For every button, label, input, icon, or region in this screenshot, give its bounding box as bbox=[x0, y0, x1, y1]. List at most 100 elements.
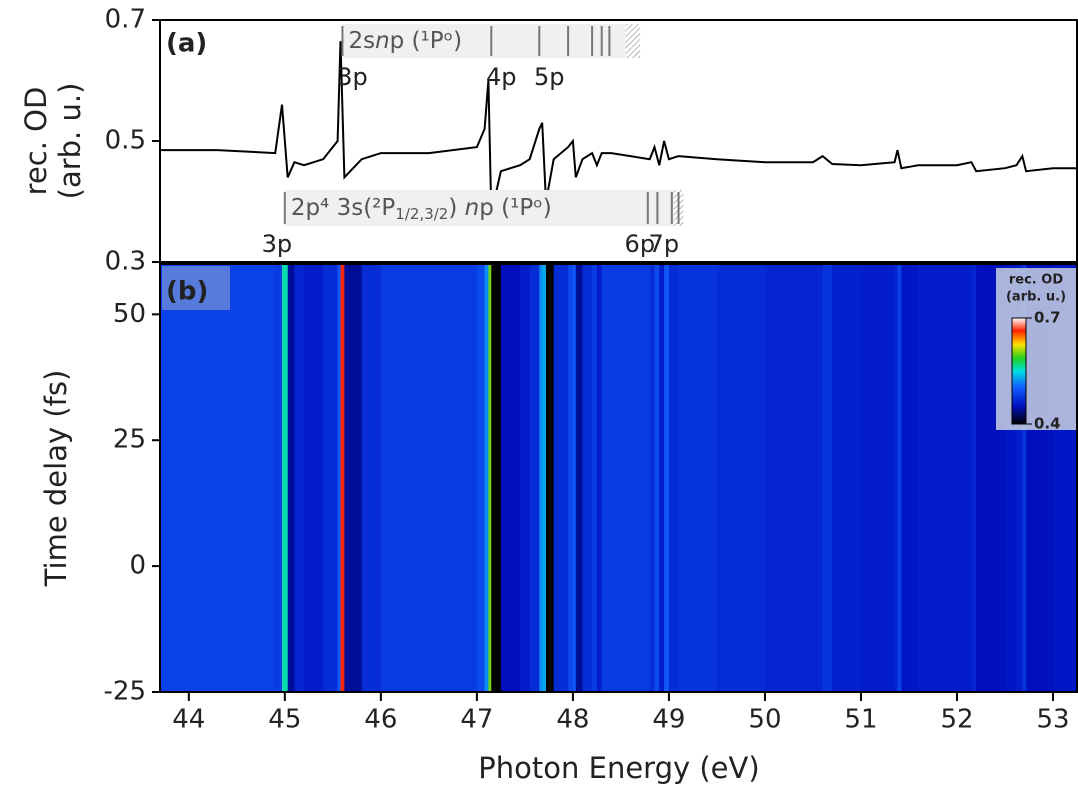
heatmap-cell bbox=[160, 264, 219, 692]
heatmap-cell bbox=[822, 264, 833, 692]
heatmap-cell bbox=[281, 264, 289, 692]
series-marker-label: 5p bbox=[534, 63, 565, 91]
heatmap-cell bbox=[668, 264, 679, 692]
heatmap-cell bbox=[500, 264, 521, 692]
heatmap-cell bbox=[1005, 264, 1017, 692]
x-tick-label: 45 bbox=[268, 705, 301, 735]
heatmap-cell bbox=[542, 264, 547, 692]
series-marker-label: 3p bbox=[262, 230, 293, 258]
series-label-part: p (¹Pᵒ) bbox=[479, 195, 551, 221]
x-tick-label: 46 bbox=[364, 705, 397, 735]
heatmap-cell bbox=[484, 264, 489, 692]
heatmap-cell bbox=[897, 264, 902, 692]
panel-label: (b) bbox=[166, 277, 208, 307]
heatmap-cell bbox=[294, 264, 305, 692]
y-axis-title: (arb. u.) bbox=[53, 83, 87, 200]
series-marker-label: 7p bbox=[649, 230, 680, 258]
colorbar-title: rec. OD bbox=[1009, 273, 1063, 288]
y-tick-label: 0.3 bbox=[105, 247, 146, 277]
colorbar-bg bbox=[996, 268, 1076, 430]
heatmap-cell bbox=[428, 264, 478, 692]
colorbar-tick-label: 0.7 bbox=[1034, 309, 1061, 327]
heatmap-cell bbox=[832, 264, 862, 692]
series-marker-label: 4p bbox=[486, 63, 517, 91]
series-label: 2p⁴ 3s(²P1/2,3/2​) np (¹Pᵒ) bbox=[291, 195, 552, 223]
spectrum-line bbox=[160, 41, 1077, 214]
y-axis-title: rec. OD bbox=[19, 87, 53, 196]
heatmap-cell bbox=[1022, 264, 1027, 692]
heatmap-cell bbox=[361, 264, 382, 692]
series-label-part: n bbox=[465, 195, 480, 221]
x-tick-label: 52 bbox=[940, 705, 973, 735]
heatmap-cell bbox=[764, 264, 814, 692]
heatmap-cell bbox=[575, 264, 583, 692]
heatmap-cell bbox=[678, 264, 718, 692]
heatmap-cell bbox=[529, 264, 540, 692]
y-tick-label: 0 bbox=[129, 551, 146, 581]
series-label-part: 2p⁴ 3s(²P bbox=[291, 195, 396, 221]
y-axis-title: Time delay (fs) bbox=[39, 370, 73, 588]
series-label-part: 2s bbox=[348, 28, 375, 54]
series-marker-label: 3p bbox=[337, 63, 368, 91]
panel-label: (a) bbox=[166, 29, 207, 59]
series-label-part: 1/2,3/2 bbox=[395, 205, 448, 223]
x-tick-label: 50 bbox=[748, 705, 781, 735]
y-tick-label: 0.5 bbox=[105, 126, 146, 156]
heatmap-cell bbox=[664, 264, 670, 692]
x-tick-label: 47 bbox=[460, 705, 493, 735]
heatmap-cell bbox=[546, 264, 555, 692]
y-tick-label: 0.7 bbox=[105, 5, 146, 35]
heatmap-cell bbox=[1016, 264, 1023, 692]
heatmap-cell bbox=[337, 264, 341, 692]
heatmap-cell bbox=[611, 264, 651, 692]
heatmap-cell bbox=[304, 264, 324, 692]
series-marker-label: 6p bbox=[625, 230, 656, 258]
heatmap-cell bbox=[601, 264, 612, 692]
x-tick-label: 48 bbox=[556, 705, 589, 735]
series-box bbox=[342, 24, 626, 58]
heatmap-cell bbox=[860, 264, 895, 692]
heatmap-cell bbox=[539, 264, 543, 692]
heatmap-cell bbox=[582, 264, 593, 692]
heatmap-cell bbox=[894, 264, 898, 692]
series-label: 2snp (¹Pᵒ) bbox=[348, 28, 462, 54]
colorbar bbox=[1011, 317, 1027, 425]
panel-label-bg bbox=[162, 266, 230, 310]
heatmap-cell bbox=[572, 264, 577, 692]
heatmap-cell bbox=[217, 264, 276, 692]
y-tick-label: 25 bbox=[113, 425, 146, 455]
series-label-part: ) bbox=[448, 195, 464, 221]
x-tick-label: 49 bbox=[652, 705, 685, 735]
heatmap-cell bbox=[287, 264, 295, 692]
x-tick-label: 53 bbox=[1036, 705, 1069, 735]
heatmap-cell bbox=[659, 264, 665, 692]
colorbar-tick-label: 0.4 bbox=[1034, 415, 1061, 433]
heatmap-cell bbox=[476, 264, 485, 692]
x-axis-title: Photon Energy (eV) bbox=[478, 751, 759, 785]
series-label-part: n bbox=[375, 28, 390, 54]
heatmap-cell bbox=[488, 264, 492, 692]
heatmap-cell bbox=[716, 264, 766, 692]
heatmap-cell bbox=[344, 264, 363, 692]
heatmap-cell bbox=[520, 264, 531, 692]
x-tick-label: 51 bbox=[844, 705, 877, 735]
heatmap-cell bbox=[649, 264, 655, 692]
heatmap-cell bbox=[553, 264, 569, 692]
heatmap-cell bbox=[568, 264, 574, 692]
heatmap-cell bbox=[812, 264, 823, 692]
series-box bbox=[284, 190, 674, 226]
series-label-part: p (¹Pᵒ) bbox=[390, 28, 462, 54]
panel-b-frame bbox=[159, 263, 1078, 693]
heatmap-cell bbox=[901, 264, 919, 692]
series-limit-hatch bbox=[625, 24, 641, 58]
heatmap-cell bbox=[654, 264, 660, 692]
x-tick-label: 44 bbox=[172, 705, 205, 735]
y-tick-label: -25 bbox=[104, 677, 146, 707]
heatmap-cell bbox=[918, 264, 958, 692]
heatmap-cell bbox=[971, 264, 977, 692]
heatmap-cell bbox=[491, 264, 502, 692]
heatmap-cell bbox=[380, 264, 430, 692]
heatmap-cell bbox=[957, 264, 972, 692]
y-tick-label: 50 bbox=[113, 299, 146, 329]
